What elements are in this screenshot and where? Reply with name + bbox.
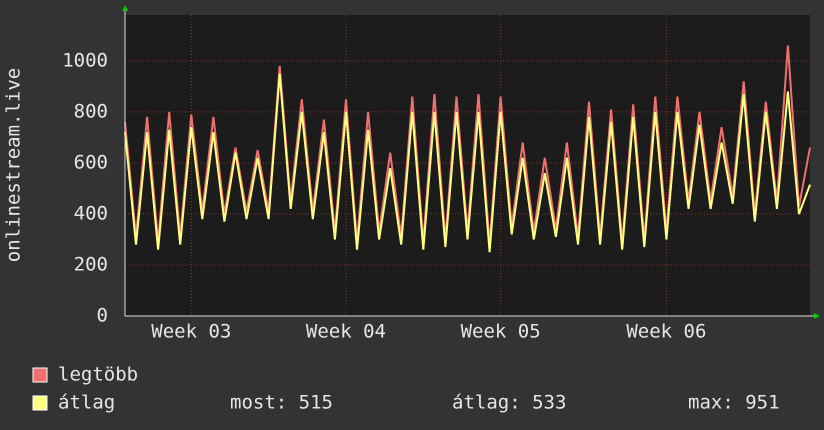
x-tick-label: Week 03	[151, 321, 231, 343]
y-tick-label: 1000	[62, 49, 108, 71]
y-tick-label: 400	[74, 202, 108, 224]
legend-swatch	[32, 395, 48, 411]
plot-area	[125, 15, 810, 316]
axis-arrow	[814, 313, 820, 319]
y-axis-label: onlinestream.live	[3, 68, 25, 262]
legend-swatch	[32, 367, 48, 383]
legend-stat: átlag: 533	[452, 392, 566, 414]
legend-stat: max: 951	[688, 392, 780, 414]
y-tick-label: 0	[97, 305, 108, 327]
series-line	[124, 73, 811, 253]
legend-label: átlag	[58, 392, 115, 414]
y-tick-label: 200	[74, 253, 108, 275]
legend-label: legtöbb	[58, 364, 138, 386]
y-tick-label: 600	[74, 151, 108, 173]
x-tick-label: Week 04	[306, 321, 386, 343]
y-tick-label: 800	[74, 100, 108, 122]
legend-stat: most: 515	[230, 392, 333, 414]
x-tick-label: Week 05	[461, 321, 541, 343]
x-tick-label: Week 06	[626, 321, 706, 343]
axis-arrow	[122, 5, 128, 11]
